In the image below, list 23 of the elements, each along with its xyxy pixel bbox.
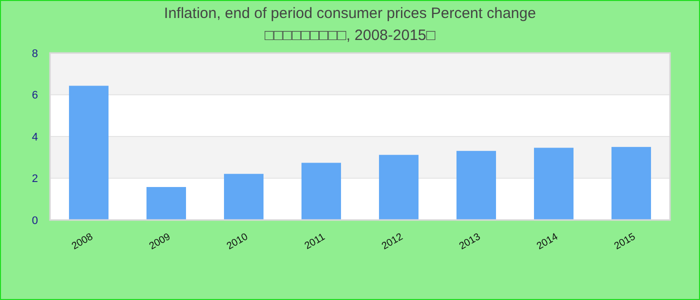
x-tick-label: 2008 [70,231,96,252]
y-tick-label: 8 [32,48,38,60]
x-tick-label: 2010 [225,231,250,252]
bar [224,174,264,220]
bar [68,86,109,220]
x-tick-label: 2012 [380,231,406,252]
bar [534,148,574,220]
x-tick-label: 2014 [535,231,560,252]
x-tick-label: 2009 [148,231,173,252]
chart-title: Inflation, end of period consumer prices Percent change [164,5,536,22]
y-tick-label: 4 [32,131,38,144]
bar [456,150,496,220]
chart-subtitle: □□□□□□□□□, 2008-2015□ [264,27,436,44]
bar [301,162,342,220]
y-tick-label: 6 [32,90,38,102]
x-tick-label: 2013 [458,231,483,252]
bar [146,187,186,220]
y-tick-label: 2 [32,173,38,186]
x-tick-label: 2011 [302,231,328,252]
y-tick-label: 0 [32,214,38,227]
bar [378,154,419,220]
bar [611,146,652,220]
x-tick-label: 2015 [612,231,638,252]
